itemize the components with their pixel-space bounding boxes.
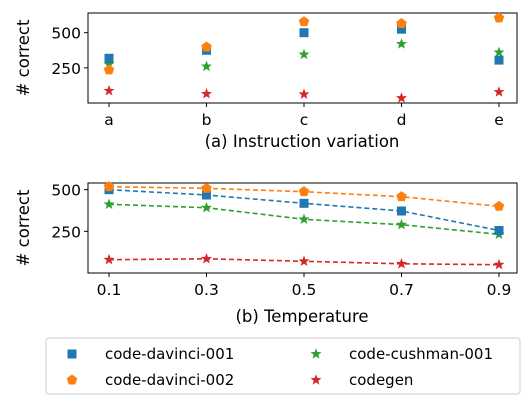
x-tick-label: 0.1 xyxy=(97,281,122,299)
x-axis-caption: (b) Temperature xyxy=(235,307,368,326)
data-point-code-davinci-002 xyxy=(493,200,505,211)
data-point-code-davinci-001 xyxy=(104,53,114,63)
legend-marker-code-davinci-002 xyxy=(66,374,78,385)
data-point-code-cushman-001 xyxy=(200,60,213,72)
data-point-codegen xyxy=(395,258,408,269)
data-point-code-cushman-001 xyxy=(103,58,115,70)
legend: code-davinci-001 code-davinci-002 code-cus… xyxy=(45,337,521,395)
data-point-code-davinci-002 xyxy=(396,18,407,28)
y-tick-label: 500 xyxy=(51,25,81,43)
data-point-codegen xyxy=(298,255,310,267)
x-tick-label: 0.9 xyxy=(487,281,512,299)
y-tick-label: 500 xyxy=(51,182,81,200)
data-point-code-davinci-001 xyxy=(494,226,504,235)
data-point-code-cushman-001 xyxy=(395,38,408,49)
data-point-code-davinci-002 xyxy=(298,186,310,197)
data-point-codegen xyxy=(200,88,213,99)
legend-frame xyxy=(45,337,521,395)
data-point-code-cushman-001 xyxy=(298,213,310,225)
data-point-code-davinci-002 xyxy=(103,181,115,192)
x-tick-label: 0.7 xyxy=(389,281,414,299)
plot-frame xyxy=(87,12,518,104)
x-tick-label: d xyxy=(397,111,407,129)
y-axis-label: # correct xyxy=(14,189,33,266)
data-point-code-davinci-002 xyxy=(201,41,212,52)
data-point-code-davinci-002 xyxy=(201,182,212,193)
legend-label: code-davinci-001 xyxy=(105,345,234,363)
data-point-code-cushman-001 xyxy=(395,218,408,230)
legend-marker-code-davinci-001 xyxy=(67,349,77,359)
data-point-codegen xyxy=(103,84,115,96)
plot-frame xyxy=(87,182,518,274)
data-point-codegen xyxy=(395,92,408,103)
x-tick-label: e xyxy=(494,111,504,129)
legend-marker-code-cushman-001 xyxy=(310,348,322,359)
data-point-code-davinci-001 xyxy=(494,55,504,65)
panel-instruction-variation: # correct (a) Instruction variation a b c d… xyxy=(14,12,518,151)
data-point-code-davinci-002 xyxy=(396,191,407,202)
data-point-codegen xyxy=(493,258,505,270)
data-point-codegen xyxy=(493,86,505,97)
data-point-code-cushman-001 xyxy=(103,198,115,210)
legend-label: code-davinci-002 xyxy=(105,371,234,389)
panel-temperature: # correct (b) Temperature 0.1 0.3 0.5 0.7 0.… xyxy=(14,181,518,326)
x-tick-label: 0.5 xyxy=(292,281,317,299)
data-point-code-davinci-001 xyxy=(202,190,211,200)
data-point-code-davinci-002 xyxy=(298,16,310,27)
y-axis-label: # correct xyxy=(14,19,33,96)
legend-marker-codegen xyxy=(310,374,322,385)
data-point-code-davinci-001 xyxy=(397,206,406,216)
data-point-code-davinci-001 xyxy=(397,24,406,34)
data-point-codegen xyxy=(200,253,213,264)
y-tick-label: 250 xyxy=(51,60,81,78)
data-point-code-cushman-001 xyxy=(200,201,213,213)
x-tick-label: a xyxy=(104,111,114,129)
data-point-codegen xyxy=(103,253,115,265)
y-tick-label: 250 xyxy=(51,223,81,241)
data-point-code-cushman-001 xyxy=(298,48,310,60)
legend-label: codegen xyxy=(349,371,413,389)
x-tick-label: 0.3 xyxy=(194,281,219,299)
data-point-code-cushman-001 xyxy=(493,46,505,58)
data-point-code-davinci-001 xyxy=(299,28,309,38)
data-point-codegen xyxy=(298,88,310,99)
data-point-code-davinci-002 xyxy=(103,64,115,75)
x-tick-label: c xyxy=(300,111,309,129)
x-axis-caption: (a) Instruction variation xyxy=(205,132,400,151)
legend-label: code-cushman-001 xyxy=(349,345,493,363)
data-point-code-davinci-001 xyxy=(299,198,309,208)
x-tick-label: b xyxy=(202,111,212,129)
data-point-code-davinci-002 xyxy=(493,12,505,23)
